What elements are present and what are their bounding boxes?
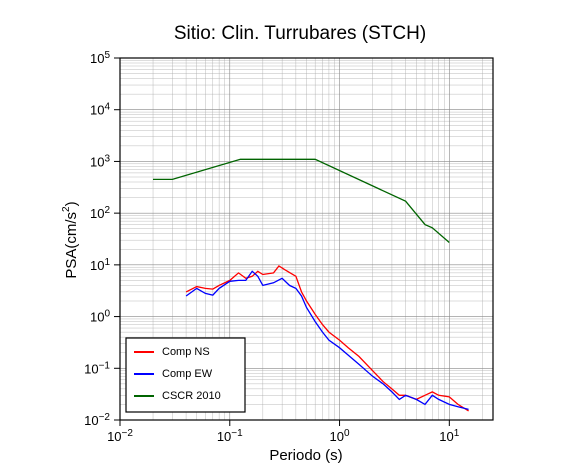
plot-frame xyxy=(119,57,494,421)
chart-title: Sitio: Clin. Turrubares (STCH) xyxy=(174,23,426,44)
legend-label: CSCR 2010 xyxy=(162,390,221,402)
legend-label: Comp NS xyxy=(162,346,210,358)
y-tick-label: 100 xyxy=(90,308,110,325)
y-tick-label: 104 xyxy=(90,101,110,118)
y-tick-label: 105 xyxy=(90,50,110,67)
y-tick-label: 103 xyxy=(90,153,110,170)
data-line xyxy=(185,270,469,411)
y-axis-label: PSA(cm/s2) xyxy=(61,201,80,278)
data-line xyxy=(153,158,450,243)
data-line xyxy=(185,265,469,412)
x-tick-label: 10−1 xyxy=(217,428,243,445)
y-tick-label: 10−1 xyxy=(84,360,110,377)
y-tick-label: 102 xyxy=(90,205,110,222)
x-tick-label: 101 xyxy=(439,428,459,445)
y-tick-label: 10−2 xyxy=(84,412,110,429)
x-axis-label: Periodo (s) xyxy=(269,447,342,464)
x-tick-label: 10−2 xyxy=(107,428,133,445)
legend-label: Comp EW xyxy=(162,368,213,380)
x-tick-label: 100 xyxy=(330,428,350,445)
y-tick-label: 101 xyxy=(90,256,110,273)
